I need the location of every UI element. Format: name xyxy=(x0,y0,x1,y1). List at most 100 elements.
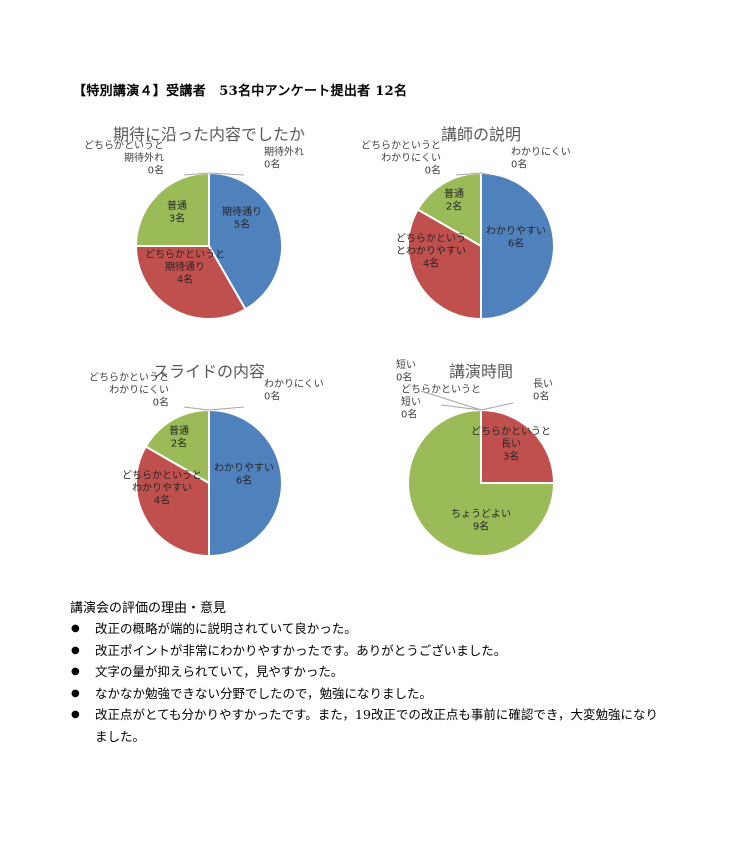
slice-label-line: 0名 xyxy=(396,370,412,383)
pie-slice xyxy=(208,408,283,558)
comment-text: なかなか勉強できない分野でしたので，勉強になりました。 xyxy=(95,685,433,701)
slice-label-line: 6名 xyxy=(236,473,252,486)
slice-label-line: 普通 xyxy=(169,424,189,437)
slice-label-line: ちょうどよい xyxy=(451,508,511,520)
pie-slice xyxy=(135,445,210,558)
comment-text: 文字の量が抑えられていて，見やすかった。 xyxy=(95,664,344,679)
leader-line xyxy=(208,172,245,176)
bullet-icon: ● xyxy=(71,709,80,720)
leader-line xyxy=(455,172,482,176)
slice-label-line: 2名 xyxy=(446,199,462,212)
comment-item: ● なかなか勉強できない分野でしたので，勉強になりました。 xyxy=(70,683,670,705)
slice-label-line: 3名 xyxy=(169,211,185,224)
slice-label-line: 0名 xyxy=(511,157,527,170)
comment-text: 改正点がとても分かりやすかったです。また，19改正での改正点も事前に確認でき，大… xyxy=(95,707,659,744)
slice-label-line: どちらかという xyxy=(396,233,466,245)
slice-label-line: 9名 xyxy=(473,519,489,532)
slice-label-line: 長い xyxy=(501,438,521,450)
comment-text: 改正の概略が端的に説明されていて良かった。 xyxy=(95,621,357,636)
comment-item: ● 改正ポイントが非常にわかりやすかったです。ありがとうございました。 xyxy=(70,640,670,662)
slice-label: わかりにくい 0名 xyxy=(264,378,324,403)
slice-label-line: どちらかというと xyxy=(401,384,481,396)
slice-label: どちらかというとわかりやすい 4名 xyxy=(396,233,466,270)
slice-label-line: 普通 xyxy=(444,187,464,200)
slice-label-line: 普通 xyxy=(167,199,187,212)
chart-title: 講演時間 xyxy=(449,362,513,381)
slice-label-line: 0名 xyxy=(148,164,164,177)
leader-line xyxy=(183,406,210,411)
slice-label: どちらかというと長い 3名 xyxy=(471,426,551,463)
slice-label-line: どちらかというと xyxy=(89,372,169,384)
leader-line xyxy=(208,406,245,411)
slice-label-line: どちらかというと xyxy=(84,140,164,152)
slice-label: わかりやすい 6名 xyxy=(214,462,274,487)
comment-item: ● 改正点がとても分かりやすかったです。また，19改正での改正点も事前に確認でき，… xyxy=(70,704,670,747)
slice-label: 期待通り 5名 xyxy=(222,205,262,231)
comment-text: 改正ポイントが非常にわかりやすかったです。ありがとうございました。 xyxy=(95,642,507,658)
slice-label: 普通 2名 xyxy=(169,424,189,450)
slice-label-line: どちらかというと xyxy=(145,249,225,261)
slice-label: ちょうどよい 9名 xyxy=(451,508,511,533)
slice-label-line: 3名 xyxy=(503,450,519,463)
bullet-icon: ● xyxy=(71,666,80,677)
slice-label: どちらかというと期待通り 4名 xyxy=(145,249,225,286)
slice-label-line: 0名 xyxy=(264,389,280,402)
report-heading: 【特別講演４】受講者 53名中アンケート提出者 12名 xyxy=(73,84,408,99)
slice-label-line: 0名 xyxy=(425,164,441,177)
leader-line xyxy=(480,172,492,176)
slice-label-line: 期待通り xyxy=(165,260,205,273)
comments-title: 講演会の評価の理由・意見 xyxy=(70,601,227,616)
slice-label: わかりにくい 0名 xyxy=(511,146,571,171)
slice-label-line: わかりやすい xyxy=(214,462,274,474)
pie-slice xyxy=(407,408,556,557)
pie-chart-expectation: 期待に沿った内容でしたか 期待外れ 0名 期待通り 5名 どちらかというと期待通り 4名 普通… xyxy=(59,118,359,328)
slice-label-line: とわかりやすい xyxy=(396,245,466,257)
slice-label-line: どちらかというと xyxy=(471,426,551,438)
slice-label-line: 0名 xyxy=(153,396,169,409)
pie-slice xyxy=(480,408,556,484)
slice-label-line: 0名 xyxy=(264,157,280,170)
slice-label: どちらかというと期待外れ 0名 xyxy=(84,140,164,177)
comment-item: ● 改正の概略が端的に説明されていて良かった。 xyxy=(70,618,670,640)
leader-line xyxy=(183,172,210,176)
slice-label-line: 期待通り xyxy=(222,205,262,218)
pie-slice xyxy=(407,208,482,321)
slice-label-line: わかりにくい xyxy=(264,378,324,390)
leader-line xyxy=(420,390,482,411)
comment-item: ● 文字の量が抑えられていて，見やすかった。 xyxy=(70,661,670,683)
chart-title: 講師の説明 xyxy=(441,125,521,144)
pie-slice xyxy=(208,171,283,311)
slice-label-line: 長い xyxy=(533,378,553,390)
slice-label-line: わかりやすい xyxy=(486,225,546,237)
pie-slice xyxy=(144,408,210,485)
slice-label-line: 期待外れ xyxy=(124,151,164,164)
slice-label: 普通 2名 xyxy=(444,187,464,213)
slice-label: どちらかというとわかりにくい 0名 xyxy=(361,140,441,177)
slice-label: 普通 3名 xyxy=(167,199,187,225)
slice-label: どちらかというとわかりやすい 4名 xyxy=(122,470,202,507)
slice-label-line: 0名 xyxy=(533,389,549,402)
slice-label-line: 短い xyxy=(396,358,416,371)
pie-chart-duration: 講演時間 長い 0名 どちらかというと長い 3名 ちょうどよい 9名 どちらかというと短い 0名… xyxy=(331,355,631,565)
pie-slice xyxy=(480,171,555,321)
bullet-icon: ● xyxy=(71,687,80,699)
slice-label-line: 4名 xyxy=(154,494,170,507)
slice-label-line: わかりにくい xyxy=(511,146,571,158)
slice-label-line: 6名 xyxy=(508,236,524,249)
leader-line xyxy=(480,402,514,411)
slice-label-line: わかりにくい xyxy=(109,384,169,396)
slice-label-line: 4名 xyxy=(177,273,193,286)
slice-label: どちらかというとわかりにくい 0名 xyxy=(89,372,169,409)
bullet-icon: ● xyxy=(71,623,80,634)
slice-label-line: 2名 xyxy=(171,436,187,449)
slice-label-line: 4名 xyxy=(423,257,439,270)
leader-line xyxy=(440,404,482,411)
slice-label-line: 期待外れ xyxy=(264,145,304,158)
slice-label: 短い 0名 xyxy=(396,358,416,384)
slice-label-line: わかりにくい xyxy=(381,152,441,164)
slice-label-line: どちらかというと xyxy=(361,140,441,152)
